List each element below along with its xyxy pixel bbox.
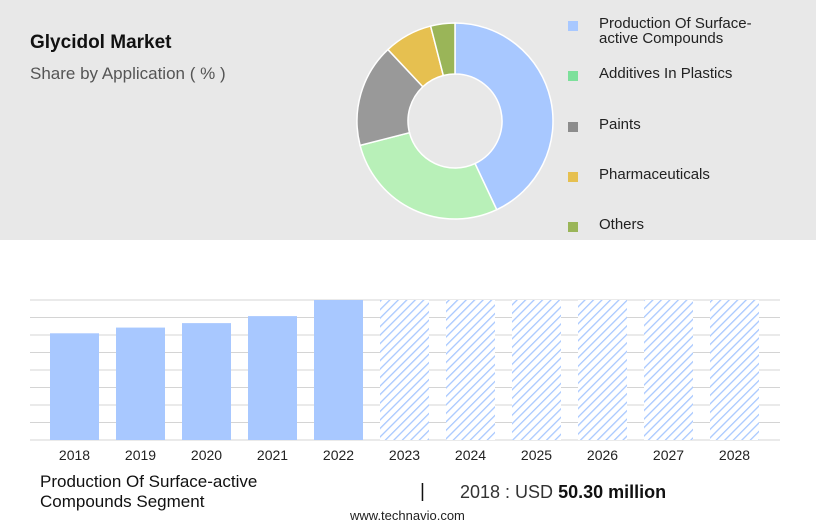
legend-item-pharmaceuticals: Pharmaceuticals — [568, 167, 779, 182]
x-tick-label: 2026 — [587, 447, 618, 463]
legend-item-additives: Additives In Plastics — [568, 66, 779, 81]
forecast-bar-2023 — [380, 300, 429, 440]
forecast-bar-2026 — [578, 300, 627, 440]
forecast-bar-2027 — [644, 300, 693, 440]
x-tick-label: 2025 — [521, 447, 552, 463]
legend-swatch — [568, 21, 578, 31]
bar-2020 — [182, 323, 231, 440]
x-tick-label: 2027 — [653, 447, 684, 463]
legend-swatch — [568, 122, 578, 132]
footer-value: 2018 : USD 50.30 million — [460, 482, 666, 503]
bar-2019 — [116, 327, 165, 440]
footer-separator: | — [420, 481, 425, 502]
legend-swatch — [568, 71, 578, 81]
chart-subtitle: Share by Application ( % ) — [30, 64, 226, 83]
legend-label: Additives In Plastics — [599, 65, 733, 82]
footer-value-prefix: 2018 : USD — [460, 482, 554, 502]
legend-label: Production Of Surface-active Compounds — [599, 15, 752, 47]
x-tick-label: 2021 — [257, 447, 288, 463]
legend-label: Pharmaceuticals — [599, 166, 710, 183]
bar-chart: 2018 2019 2020 2021 2022 2023 2024 2025 2026 2027… — [30, 299, 780, 463]
chart-title: Glycidol Market — [30, 32, 172, 53]
forecast-bar-2028 — [710, 300, 759, 440]
x-tick-label: 2028 — [719, 447, 750, 463]
x-tick-label: 2019 — [125, 447, 156, 463]
bar-2018 — [50, 333, 99, 440]
donut-slice-1 — [359, 131, 498, 220]
legend-item-paints: Paints — [568, 117, 779, 132]
bar-2022 — [314, 300, 363, 440]
x-tick-label: 2018 — [59, 447, 90, 463]
legend-label: Paints — [599, 116, 641, 133]
forecast-bar-2025 — [512, 300, 561, 440]
x-tick-label: 2023 — [389, 447, 420, 463]
legend-label: Others — [599, 216, 645, 233]
footer-segment-label: Production Of Surface-active Compounds S… — [40, 472, 258, 511]
footer-url: www.technavio.com — [350, 508, 465, 523]
x-tick-label: 2022 — [323, 447, 354, 463]
legend-item-surface-active: Production Of Surface-active Compounds — [568, 16, 779, 46]
legend-swatch — [568, 222, 578, 232]
x-tick-label: 2024 — [455, 447, 486, 463]
legend-item-others: Others — [568, 217, 779, 232]
donut-slice-0 — [454, 22, 554, 211]
forecast-bar-2024 — [446, 300, 495, 440]
donut-chart — [356, 22, 554, 220]
bar-2021 — [248, 316, 297, 440]
legend-swatch — [568, 172, 578, 182]
x-tick-label: 2020 — [191, 447, 222, 463]
donut-slice-4 — [429, 22, 456, 77]
footer-value-bold: 50.30 million — [558, 482, 667, 502]
